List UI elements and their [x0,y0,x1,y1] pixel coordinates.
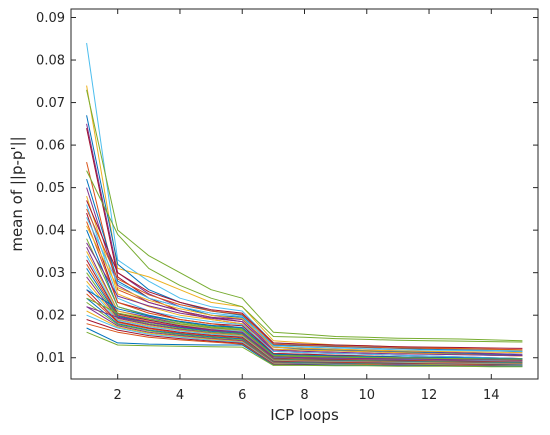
y-tick-label-5: 0.06 [36,139,65,154]
y-tick-label-7: 0.08 [36,54,65,69]
series-line-2 [86,89,523,342]
series-line-42 [86,289,523,360]
y-tick-label-6: 0.07 [36,96,65,111]
series-line-37 [86,242,523,357]
series-line-1 [86,85,523,351]
series-line-39 [86,217,523,352]
y-axis-title: mean of ||p-p'|| [8,136,26,251]
series-line-40 [86,208,523,351]
series-line-44 [86,306,523,361]
y-tick-label-3: 0.04 [36,224,65,239]
y-tick-label-1: 0.02 [36,309,65,324]
x-tick-label-4: 10 [358,388,375,403]
series-line-10 [86,195,523,357]
y-tick-label-4: 0.05 [36,181,65,196]
series-line-7 [86,170,523,343]
y-tick-label-8: 0.09 [36,11,65,26]
series-line-3 [86,115,523,356]
series-line-41 [86,200,523,349]
series-layer [86,42,523,368]
series-line-38 [86,225,523,354]
x-tick-label-3: 8 [300,388,308,403]
x-tick-label-6: 14 [483,388,500,403]
y-tick-label-2: 0.03 [36,266,65,281]
series-line-36 [86,331,523,368]
series-line-11 [86,204,523,360]
y-tick-label-0: 0.01 [36,351,65,366]
x-tick-label-0: 2 [114,388,122,403]
series-line-0 [86,42,523,352]
x-axis-title: ICP loops [270,406,339,424]
series-line-43 [86,297,523,360]
x-axis: 2 4 6 8 10 12 14 [114,9,500,403]
x-tick-label-2: 6 [238,388,246,403]
x-tick-label-5: 12 [421,388,438,403]
y-axis: 0.01 0.02 0.03 0.04 0.05 0.06 0.07 0.08 0.09 [36,11,538,366]
x-tick-label-1: 4 [176,388,184,403]
